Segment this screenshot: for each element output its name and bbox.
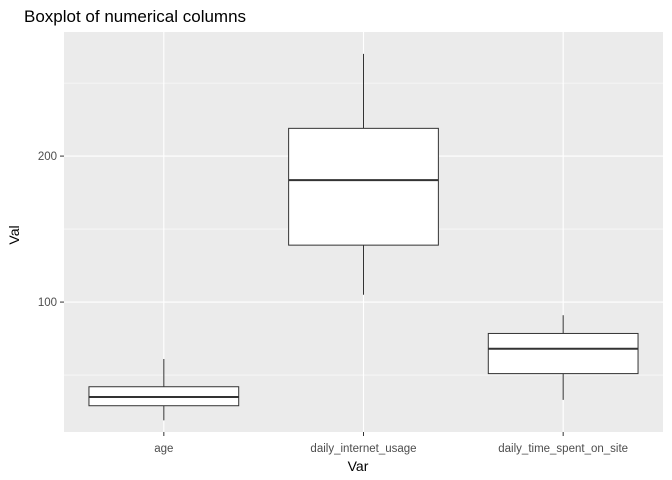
x-tick-label: age <box>154 443 173 455</box>
y-axis-title: Val <box>6 225 22 244</box>
y-tick-label: 200 <box>38 151 57 163</box>
chart-title: Boxplot of numerical columns <box>24 7 246 26</box>
box-age <box>88 359 240 421</box>
iqr-box <box>288 127 439 246</box>
y-axis-ticks: 100 200 <box>38 151 64 309</box>
box-daily_internet_usage <box>288 53 439 295</box>
x-tick-label: daily_internet_usage <box>310 443 416 455</box>
box-daily_time_spent_on_site <box>487 315 639 400</box>
y-tick-label: 100 <box>38 297 57 309</box>
iqr-box <box>487 332 639 375</box>
x-tick-label: daily_time_spent_on_site <box>498 443 628 455</box>
x-axis-ticks: age daily_internet_usage daily_time_spent_… <box>154 432 628 455</box>
boxes <box>88 53 639 421</box>
x-axis-title: Var <box>348 458 369 474</box>
